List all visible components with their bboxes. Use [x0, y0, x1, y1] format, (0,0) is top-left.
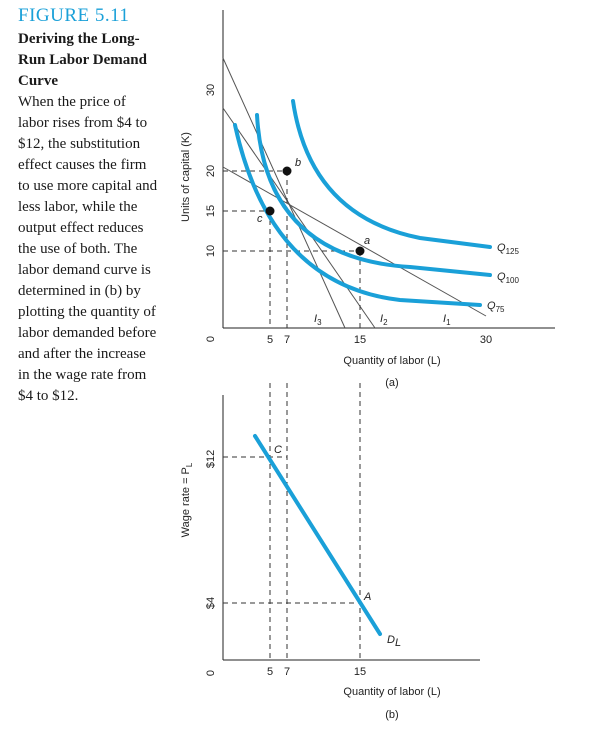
figure-label: FIGURE 5.11: [18, 5, 130, 26]
figure-caption: FIGURE 5.11 Deriving the Long-Run Labor …: [18, 4, 158, 407]
isocost-i1-label: I1: [443, 313, 451, 327]
panel-b-x-tick-15: 15: [354, 666, 366, 678]
isoquant-q75: [233, 123, 482, 307]
isocost-line-i1: [222, 166, 487, 317]
panel-a-x-tick-5: 5: [267, 334, 273, 346]
panel-b: C A DL 0 $4 $12 5 7 15 Wage rate = PL Qu…: [180, 383, 480, 721]
point-b: [282, 166, 292, 176]
labor-demand-curve: [253, 434, 382, 636]
panel-a-x-tick-30: 30: [480, 334, 492, 346]
isocost-line-i2: [222, 107, 376, 329]
panel-b-y-tick-12: $12: [205, 450, 217, 468]
isoquant-q125-label: Q125: [497, 242, 519, 256]
panel-b-y-axis-title: Wage rate = PL: [180, 462, 194, 537]
demand-curve-label: DL: [387, 634, 401, 649]
point-c-upper-label: C: [274, 444, 282, 456]
panel-a-y-tick-0: 0: [205, 336, 217, 342]
panel-a-y-tick-30: 30: [205, 84, 217, 96]
isocost-line-i3: [222, 57, 346, 329]
isoquant-q75-label: Q75: [487, 300, 505, 314]
panel-b-x-tick-5: 5: [267, 666, 273, 678]
panel-b-guides: [223, 383, 361, 660]
point-c-label: c: [257, 213, 263, 225]
panel-b-x-tick-7: 7: [284, 666, 290, 678]
panel-a-y-tick-10: 10: [205, 245, 217, 257]
panel-b-x-axis-title: Quantity of labor (L): [343, 686, 440, 698]
point-a-upper-label: A: [363, 591, 371, 603]
point-c: [265, 206, 275, 216]
panel-a-y-axis-title: Units of capital (K): [180, 132, 192, 222]
isoquant-q100-label: Q100: [497, 271, 519, 285]
point-a: [355, 246, 365, 256]
isoquant-q100: [255, 113, 492, 277]
point-b-label: b: [295, 157, 301, 169]
figure-title: Deriving the Long-Run Labor Demand Curve: [18, 31, 147, 89]
panel-a-y-tick-15: 15: [205, 205, 217, 217]
panel-a-x-tick-7: 7: [284, 334, 290, 346]
panel-a-x-axis-title: Quantity of labor (L): [343, 355, 440, 367]
panel-a-x-tick-15: 15: [354, 334, 366, 346]
panel-a-label: (a): [385, 377, 398, 389]
panel-a: b c a Q125 Q100 Q75 I3 I2 I1 0 10 15 20 …: [180, 10, 555, 389]
panel-b-y-tick-4: $4: [205, 597, 217, 609]
panel-a-y-tick-20: 20: [205, 165, 217, 177]
isocost-i2-label: I2: [380, 313, 388, 327]
isocost-i3-label: I3: [314, 313, 322, 327]
isoquant-q125: [291, 99, 492, 249]
point-a-label: a: [364, 235, 370, 247]
panel-b-y-tick-0: 0: [205, 670, 217, 676]
panel-b-label: (b): [385, 709, 398, 721]
figure-description: When the price of labor rises from $4 to…: [18, 94, 158, 404]
